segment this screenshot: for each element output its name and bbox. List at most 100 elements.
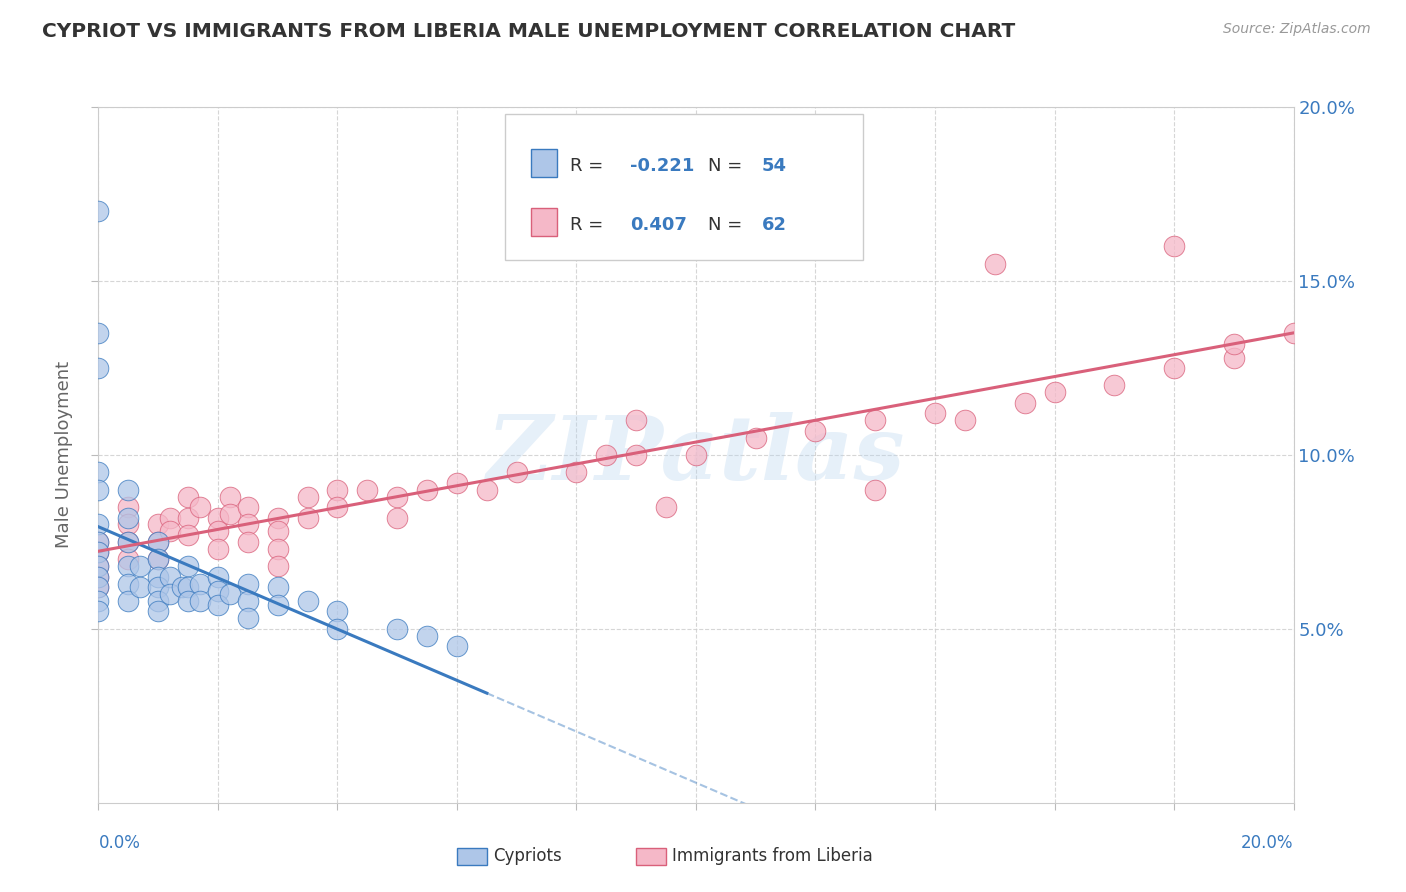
Point — [385, 622, 409, 636]
Point — [117, 534, 139, 549]
Point — [188, 500, 211, 514]
Point — [148, 517, 170, 532]
Point — [117, 483, 139, 497]
Point — [865, 413, 887, 427]
Point — [207, 510, 229, 524]
Point — [1223, 336, 1246, 351]
Point — [159, 510, 181, 524]
Point — [177, 594, 200, 608]
Point — [267, 510, 290, 524]
Point — [148, 552, 170, 566]
Bar — [637, 848, 666, 865]
Point — [236, 611, 259, 625]
Point — [177, 490, 200, 504]
Point — [1163, 239, 1185, 253]
Point — [446, 475, 468, 490]
Text: 0.407: 0.407 — [630, 217, 688, 235]
Point — [1223, 351, 1246, 365]
Point — [87, 545, 110, 559]
Point — [1014, 396, 1036, 410]
FancyBboxPatch shape — [505, 114, 863, 260]
Y-axis label: Male Unemployment: Male Unemployment — [55, 361, 73, 549]
Point — [267, 559, 290, 574]
Point — [117, 500, 139, 514]
Point — [416, 483, 439, 497]
Text: N =: N = — [709, 157, 748, 175]
Point — [87, 559, 110, 574]
Text: N =: N = — [709, 217, 748, 235]
Point — [595, 448, 617, 462]
Point — [236, 594, 259, 608]
Text: 0.0%: 0.0% — [98, 834, 141, 852]
Text: 62: 62 — [762, 217, 787, 235]
Point — [236, 576, 259, 591]
Point — [655, 500, 678, 514]
Point — [148, 570, 170, 584]
Point — [924, 406, 946, 420]
Point — [117, 559, 139, 574]
Point — [267, 598, 290, 612]
Point — [236, 534, 259, 549]
Point — [148, 552, 170, 566]
Point — [984, 256, 1007, 270]
Text: -0.221: -0.221 — [630, 157, 695, 175]
Point — [1282, 326, 1305, 340]
Point — [1104, 378, 1126, 392]
Point — [188, 594, 211, 608]
Point — [87, 326, 110, 340]
Point — [188, 576, 211, 591]
Point — [207, 583, 229, 598]
Point — [87, 605, 110, 619]
Point — [148, 605, 170, 619]
Point — [207, 598, 229, 612]
Text: 54: 54 — [762, 157, 787, 175]
Point — [565, 466, 588, 480]
Point — [219, 587, 242, 601]
Point — [326, 605, 349, 619]
Point — [416, 629, 439, 643]
Point — [87, 360, 110, 375]
Point — [446, 639, 468, 653]
Point — [87, 466, 110, 480]
Text: 20.0%: 20.0% — [1241, 834, 1294, 852]
Point — [297, 594, 319, 608]
Point — [267, 580, 290, 594]
Point — [804, 424, 827, 438]
Point — [87, 570, 110, 584]
Point — [87, 483, 110, 497]
Point — [87, 559, 110, 574]
Point — [297, 510, 319, 524]
Point — [129, 580, 152, 594]
Point — [953, 413, 976, 427]
Point — [1043, 385, 1066, 400]
Point — [745, 431, 768, 445]
Point — [148, 580, 170, 594]
Point — [207, 541, 229, 556]
Point — [297, 490, 319, 504]
Text: Immigrants from Liberia: Immigrants from Liberia — [672, 847, 873, 865]
Point — [177, 510, 200, 524]
Point — [177, 528, 200, 542]
Point — [117, 510, 139, 524]
Point — [626, 448, 648, 462]
Point — [148, 534, 170, 549]
Point — [87, 570, 110, 584]
Point — [177, 559, 200, 574]
Point — [87, 534, 110, 549]
Point — [117, 576, 139, 591]
Point — [685, 448, 707, 462]
Text: R =: R = — [571, 157, 609, 175]
Text: ZIPatlas: ZIPatlas — [488, 412, 904, 498]
Point — [236, 517, 259, 532]
Point — [172, 580, 194, 594]
Point — [87, 204, 110, 219]
Point — [356, 483, 378, 497]
Point — [506, 466, 529, 480]
Point — [129, 559, 152, 574]
Point — [87, 580, 110, 594]
Bar — [531, 208, 557, 235]
Point — [159, 587, 181, 601]
Point — [87, 534, 110, 549]
Point — [326, 483, 349, 497]
Point — [207, 524, 229, 539]
